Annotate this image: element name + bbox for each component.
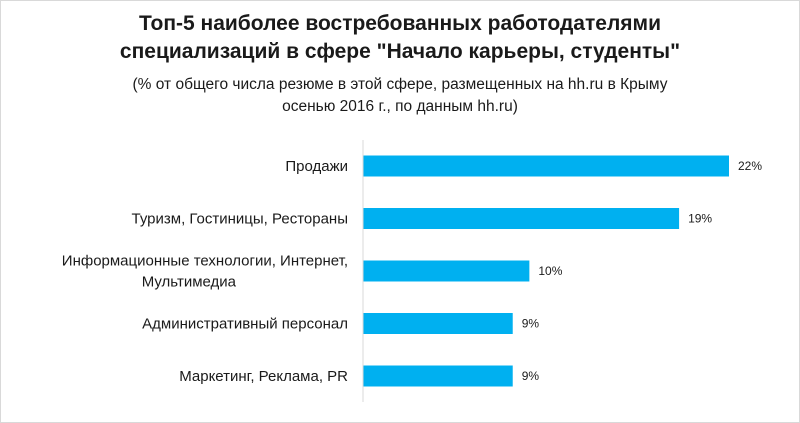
category-label-2-line-0: Информационные технологии, Интернет, <box>62 253 348 270</box>
bar-4 <box>363 365 513 387</box>
chart-subtitle-line-2: осенью 2016 г., по данным hh.ru) <box>282 98 518 115</box>
value-label-0: 22% <box>738 159 762 173</box>
category-label-4: Маркетинг, Реклама, PR <box>179 368 348 385</box>
category-label-1: Туризм, Гостиницы, Рестораны <box>132 211 348 228</box>
value-label-4: 9% <box>522 369 540 383</box>
bar-3 <box>363 313 513 334</box>
bar-0 <box>363 155 729 177</box>
category-label-1-line-0: Туризм, Гостиницы, Рестораны <box>132 211 348 228</box>
category-label-3-line-0: Административный персонал <box>142 316 348 333</box>
value-label-1: 19% <box>688 212 712 226</box>
category-label-2: Информационные технологии, Интернет, Муль… <box>62 253 348 291</box>
category-label-0: Продажи <box>285 158 348 175</box>
chart-subtitle: (% от общего числа резюме в этой сфере, … <box>0 74 800 118</box>
value-label-3: 9% <box>522 317 540 331</box>
category-label-0-line-0: Продажи <box>285 158 348 175</box>
category-label-2-line-1: Мультимедиа <box>142 274 237 291</box>
chart-subtitle-line-1: (% от общего числа резюме в этой сфере, … <box>132 76 668 93</box>
chart-title-line-2: специализаций в сфере "Начало карьеры, с… <box>119 40 681 63</box>
category-label-4-line-0: Маркетинг, Реклама, PR <box>179 368 348 385</box>
bar-1 <box>363 208 680 229</box>
chart-title: Топ-5 наиболее востребованных работодате… <box>0 10 800 66</box>
value-label-2: 10% <box>538 264 562 278</box>
bar-2 <box>363 260 530 282</box>
chart-title-line-1: Топ-5 наиболее востребованных работодате… <box>139 12 661 35</box>
category-label-3: Административный персонал <box>142 316 348 333</box>
